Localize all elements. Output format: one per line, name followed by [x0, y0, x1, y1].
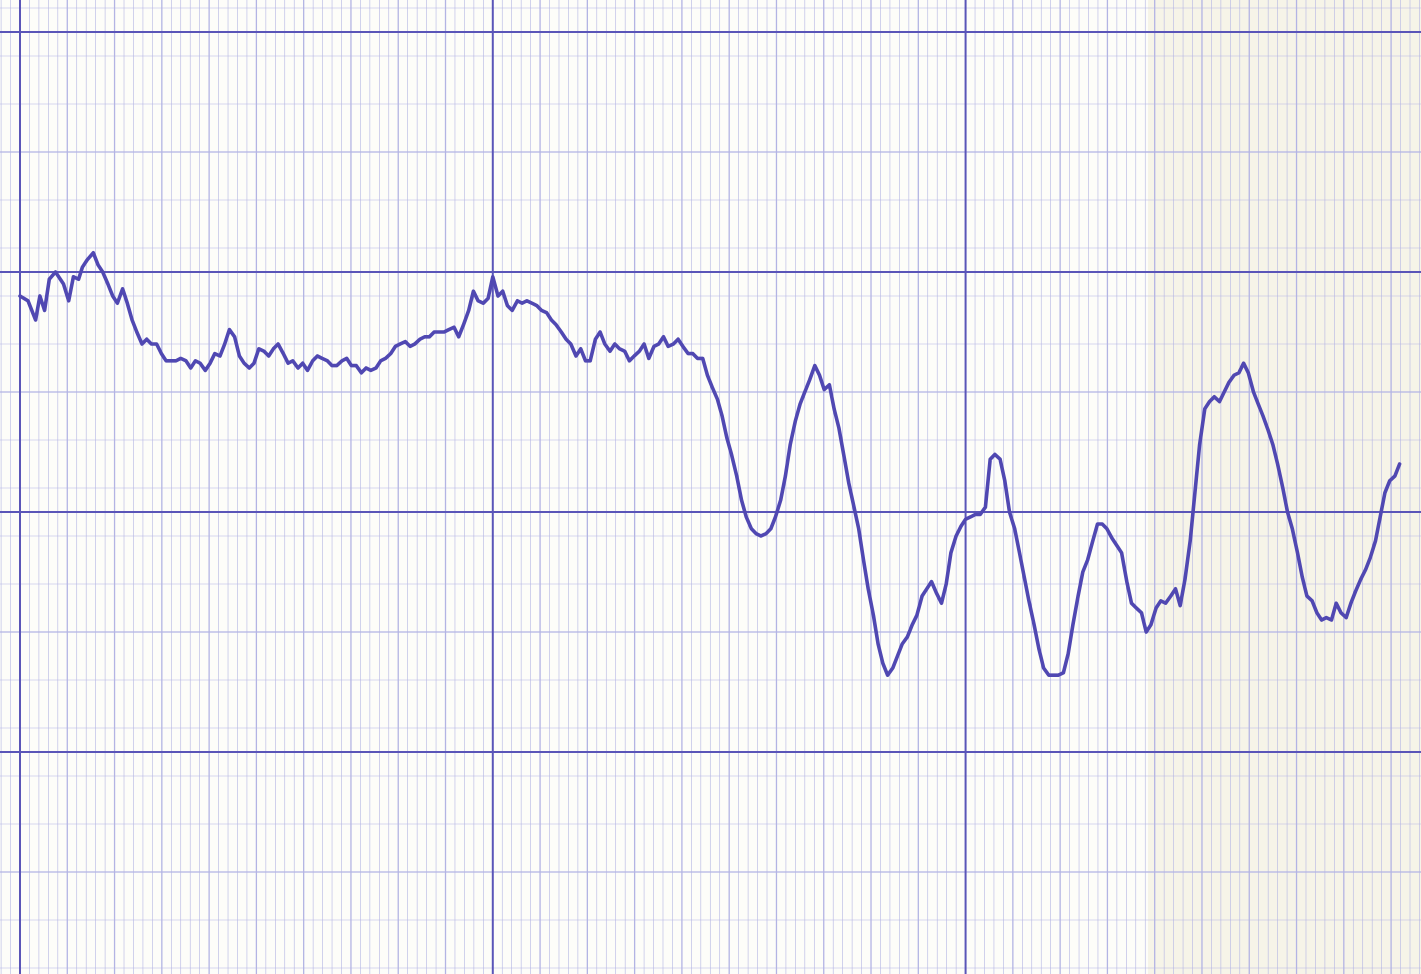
series-line-1: [18, 251, 1402, 678]
series-traces: [18, 251, 1402, 678]
paper-shaded-strip: [1148, 0, 1421, 974]
